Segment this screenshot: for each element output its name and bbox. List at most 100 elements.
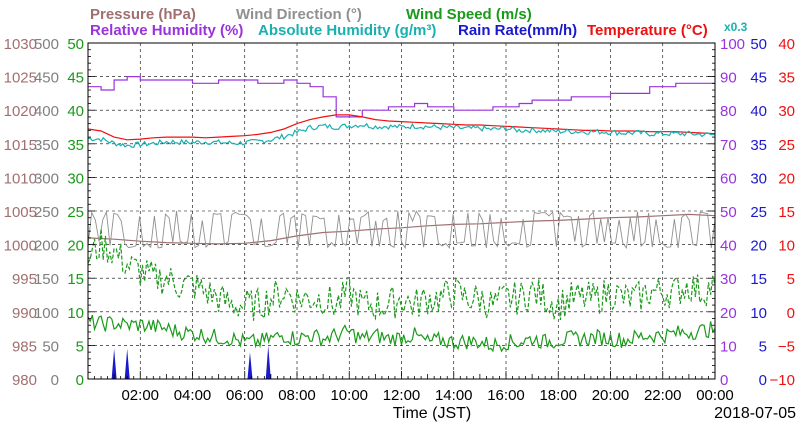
date-label: 2018-07-05: [714, 405, 796, 422]
rain-rate-spike: [111, 348, 117, 379]
legend-rain-rate: Rain Rate(mm/h): [458, 22, 577, 39]
temperature-tick-label: 15: [778, 204, 795, 221]
humidity-tick-label: 100: [720, 36, 745, 53]
legend-wind-speed: Wind Speed (m/s): [406, 6, 532, 23]
series-wind-speed-m-s-gust: [87, 228, 716, 321]
humidity-tick-label: 10: [720, 338, 737, 355]
series-absolute-humidity-g-m-x0-3: [87, 122, 716, 149]
x-tick-label: 06:00: [226, 387, 264, 404]
pressure-tick-label: 1010: [4, 170, 37, 187]
x-axis-label: Time (JST): [393, 405, 472, 422]
humidity-tick-label: 40: [720, 238, 737, 255]
pressure-tick-label: 1030: [4, 36, 37, 53]
wind-speed-tick-label: 0: [76, 372, 84, 389]
pressure-tick-label: 1000: [4, 238, 37, 255]
humidity-tick-label: 80: [720, 103, 737, 120]
x-tick-label: 00:00: [696, 387, 734, 404]
temperature-tick-label: 0: [787, 305, 795, 322]
rain-rate-spike: [124, 348, 130, 379]
legend-temperature: Temperature (°C): [587, 22, 708, 39]
pressure-tick-label: 1015: [4, 137, 37, 154]
legend-relative-humidity: Relative Humidity (%): [90, 22, 243, 39]
legend-row1: Pressure (hPa) Wind Direction (°) Wind S…: [90, 6, 532, 23]
x-tick-label: 18:00: [539, 387, 577, 404]
temperature-tick-label: 25: [778, 137, 795, 154]
wind-direction-tick-label: 300: [34, 170, 59, 187]
x-tick-label: 02:00: [121, 387, 159, 404]
wind-speed-tick-label: 45: [67, 70, 84, 87]
series-layer: [87, 76, 716, 379]
x-tick-label: 22:00: [644, 387, 682, 404]
wind-direction-tick-label: 450: [34, 70, 59, 87]
series-pressure-hpa: [87, 213, 716, 245]
temperature-tick-label: 35: [778, 70, 795, 87]
wind-direction-tick-label: 150: [34, 271, 59, 288]
wind-speed-tick-label: 30: [67, 170, 84, 187]
temperature-tick-label: 20: [778, 170, 795, 187]
temperature-tick-label: 40: [778, 36, 795, 53]
wind-direction-tick-label: 250: [34, 204, 59, 221]
wind-speed-tick-label: 50: [67, 36, 84, 53]
x-tick-label: 20:00: [592, 387, 630, 404]
temperature-tick-label: 5: [787, 271, 795, 288]
wind-direction-tick-label: 350: [34, 137, 59, 154]
series-wind-speed-m-s: [87, 314, 716, 353]
wind-direction-tick-label: 50: [42, 338, 59, 355]
x-tick-label: 08:00: [278, 387, 316, 404]
rain-rate-tick-label: 40: [750, 103, 767, 120]
pressure-tick-label: 1020: [4, 103, 37, 120]
legend-wind-direction: Wind Direction (°): [236, 6, 362, 23]
wind-direction-tick-label: 500: [34, 36, 59, 53]
legend-row2: Relative Humidity (%) Absolute Humidity …: [90, 20, 748, 39]
pressure-tick-label: 995: [12, 271, 37, 288]
rain-rate-spike: [265, 345, 271, 379]
pressure-tick-label: 990: [12, 305, 37, 322]
x-tick-label: 04:00: [174, 387, 212, 404]
x-tick-label: 14:00: [435, 387, 473, 404]
humidity-tick-label: 30: [720, 271, 737, 288]
grid: [88, 43, 715, 379]
rain-rate-spike: [247, 352, 253, 379]
legend-absolute-humidity-scale: x0.3: [724, 20, 748, 34]
wind-speed-tick-label: 5: [76, 338, 84, 355]
x-axis: 02:00 04:00 06:00 08:00 10:00 12:00 14:00 16:00…: [87, 371, 734, 404]
temperature-tick-label: 30: [778, 103, 795, 120]
wind-speed-tick-label: 25: [67, 204, 84, 221]
pressure-tick-label: 985: [12, 338, 37, 355]
humidity-tick-label: 90: [720, 70, 737, 87]
wind-speed-tick-label: 10: [67, 305, 84, 322]
wind-speed-tick-label: 35: [67, 137, 84, 154]
legend-pressure: Pressure (hPa): [90, 6, 196, 23]
rain-rate-tick-label: 20: [750, 238, 767, 255]
series-temperature-c: [87, 114, 716, 141]
y-axes: 1030102510201015101010051000995990985980…: [4, 36, 795, 389]
temperature-tick-label: −5: [778, 338, 795, 355]
humidity-tick-label: 60: [720, 170, 737, 187]
rain-rate-tick-label: 30: [750, 170, 767, 187]
rain-rate-tick-label: 10: [750, 305, 767, 322]
series-wind-direction: [87, 210, 716, 250]
wind-speed-tick-label: 15: [67, 271, 84, 288]
wind-direction-tick-label: 400: [34, 103, 59, 120]
humidity-tick-label: 0: [720, 372, 728, 389]
rain-rate-tick-label: 45: [750, 70, 767, 87]
x-tick-label: 10:00: [330, 387, 368, 404]
temperature-tick-label: −10: [770, 372, 795, 389]
pressure-tick-label: 1005: [4, 204, 37, 221]
humidity-tick-label: 20: [720, 305, 737, 322]
legend-absolute-humidity: Absolute Humidity (g/m³): [258, 22, 436, 39]
humidity-tick-label: 70: [720, 137, 737, 154]
rain-rate-tick-label: 50: [750, 36, 767, 53]
wind-direction-tick-label: 200: [34, 238, 59, 255]
x-tick-label: 12:00: [383, 387, 421, 404]
humidity-tick-label: 50: [720, 204, 737, 221]
wind-speed-tick-label: 20: [67, 238, 84, 255]
x-tick-label: 16:00: [487, 387, 525, 404]
temperature-tick-label: 10: [778, 238, 795, 255]
rain-rate-tick-label: 25: [750, 204, 767, 221]
rain-rate-tick-label: 15: [750, 271, 767, 288]
wind-speed-tick-label: 40: [67, 103, 84, 120]
rain-rate-tick-label: 0: [759, 372, 767, 389]
rain-rate-tick-label: 5: [759, 338, 767, 355]
